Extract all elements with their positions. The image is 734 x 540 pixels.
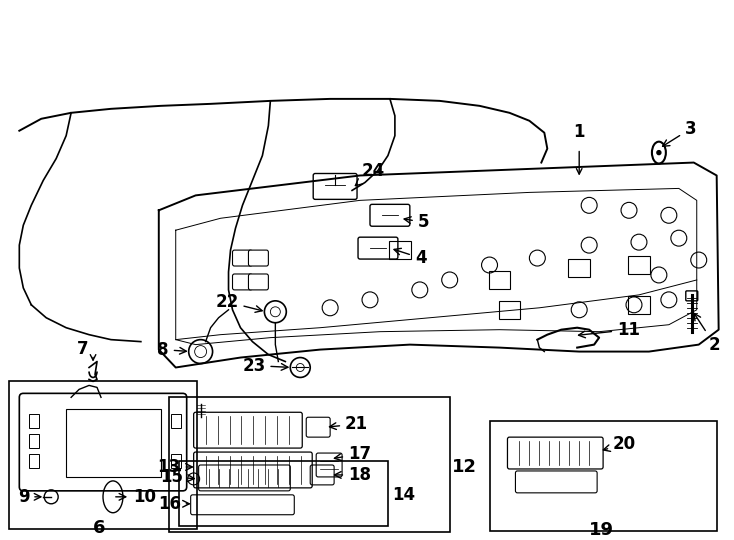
Bar xyxy=(389,241,411,259)
Text: 18: 18 xyxy=(335,466,371,484)
Text: 6: 6 xyxy=(92,518,105,537)
FancyBboxPatch shape xyxy=(248,250,269,266)
FancyBboxPatch shape xyxy=(248,274,269,290)
FancyBboxPatch shape xyxy=(233,250,252,266)
Text: 8: 8 xyxy=(157,341,186,359)
Bar xyxy=(171,454,181,468)
Bar xyxy=(490,421,716,531)
Text: 2: 2 xyxy=(694,313,720,354)
Bar xyxy=(171,414,181,428)
Text: 14: 14 xyxy=(392,486,415,504)
Bar xyxy=(568,259,590,277)
Bar xyxy=(178,461,388,525)
Text: 1: 1 xyxy=(573,123,585,140)
Text: 21: 21 xyxy=(330,415,368,433)
Text: 19: 19 xyxy=(589,521,614,538)
Text: 4: 4 xyxy=(394,248,426,267)
Bar xyxy=(29,414,39,428)
FancyBboxPatch shape xyxy=(233,274,252,290)
Text: 23: 23 xyxy=(242,356,288,375)
Text: 3: 3 xyxy=(663,120,697,146)
Circle shape xyxy=(657,151,661,154)
Bar xyxy=(29,454,39,468)
Bar xyxy=(66,409,161,477)
Bar xyxy=(498,301,520,319)
Text: 7: 7 xyxy=(77,340,89,357)
Text: 10: 10 xyxy=(116,488,156,506)
Bar xyxy=(489,271,510,289)
Bar xyxy=(628,296,650,314)
Text: 17: 17 xyxy=(335,445,371,463)
Bar xyxy=(29,434,39,448)
Text: 9: 9 xyxy=(18,488,41,506)
Text: 20: 20 xyxy=(603,435,636,453)
Text: 11: 11 xyxy=(578,321,640,339)
Bar xyxy=(10,381,197,529)
Bar xyxy=(169,397,450,532)
Text: 22: 22 xyxy=(215,293,262,312)
Text: 12: 12 xyxy=(451,458,476,476)
Text: 5: 5 xyxy=(404,213,429,231)
Text: 13: 13 xyxy=(158,458,192,476)
Text: 16: 16 xyxy=(158,495,189,513)
Text: 15: 15 xyxy=(160,468,195,486)
Bar xyxy=(628,256,650,274)
Text: 24: 24 xyxy=(355,161,385,186)
